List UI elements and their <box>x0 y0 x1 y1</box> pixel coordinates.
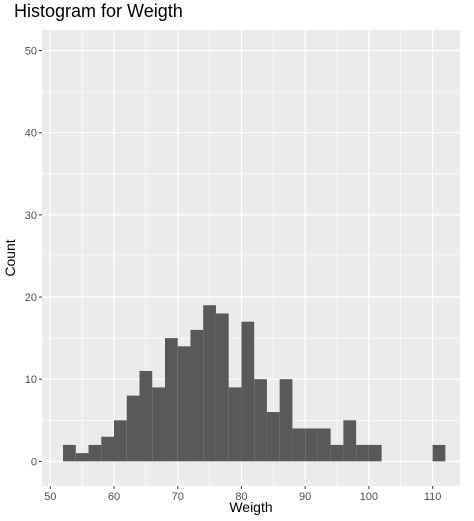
histogram-bar <box>266 412 280 462</box>
x-tick-label: 60 <box>108 491 120 503</box>
histogram-bar <box>139 370 153 462</box>
x-tick-label: 110 <box>424 491 442 503</box>
histogram-bars <box>63 305 446 462</box>
histogram-bar <box>228 387 242 462</box>
x-tick-label: 50 <box>44 491 56 503</box>
chart-title: Histogram for Weigth <box>14 1 183 21</box>
histogram-bar <box>88 444 102 462</box>
y-tick-label: 50 <box>25 46 37 58</box>
x-tick-label: 70 <box>172 491 184 503</box>
histogram-bar <box>241 321 255 462</box>
histogram-bar <box>152 387 165 462</box>
y-tick-label: 30 <box>25 210 37 222</box>
x-axis-title: Weigth <box>229 499 272 515</box>
histogram-bar <box>203 305 216 462</box>
y-tick-label: 20 <box>25 292 37 304</box>
y-axis-title: Count <box>2 239 18 276</box>
x-axis: 50 60 70 80 90 100 110 <box>44 486 441 503</box>
histogram-bar <box>126 395 140 462</box>
histogram-bar <box>164 338 178 462</box>
histogram-bar <box>343 420 357 462</box>
histogram-bar <box>432 444 446 462</box>
y-tick-label: 40 <box>25 128 37 140</box>
histogram-bar <box>177 346 191 462</box>
histogram-bar <box>279 379 293 462</box>
x-tick-label: 80 <box>235 491 247 503</box>
histogram-bar <box>330 444 344 462</box>
histogram-bar <box>254 379 267 462</box>
y-tick-label: 0 <box>31 456 37 468</box>
y-axis: 0 10 20 30 40 50 <box>25 46 42 468</box>
histogram-bar <box>356 444 369 462</box>
histogram-bar <box>305 428 318 462</box>
histogram-bar <box>190 329 204 462</box>
x-tick-label: 90 <box>299 491 311 503</box>
x-tick-label: 100 <box>360 491 378 503</box>
histogram-bar <box>63 444 76 462</box>
histogram-bar <box>101 436 115 462</box>
histogram-bar <box>215 313 229 462</box>
histogram-bar <box>368 444 382 462</box>
histogram-bar <box>114 420 127 462</box>
histogram-bar <box>75 453 89 462</box>
y-tick-label: 10 <box>25 374 37 386</box>
histogram-bar <box>317 428 331 462</box>
histogram-bar <box>292 428 306 462</box>
